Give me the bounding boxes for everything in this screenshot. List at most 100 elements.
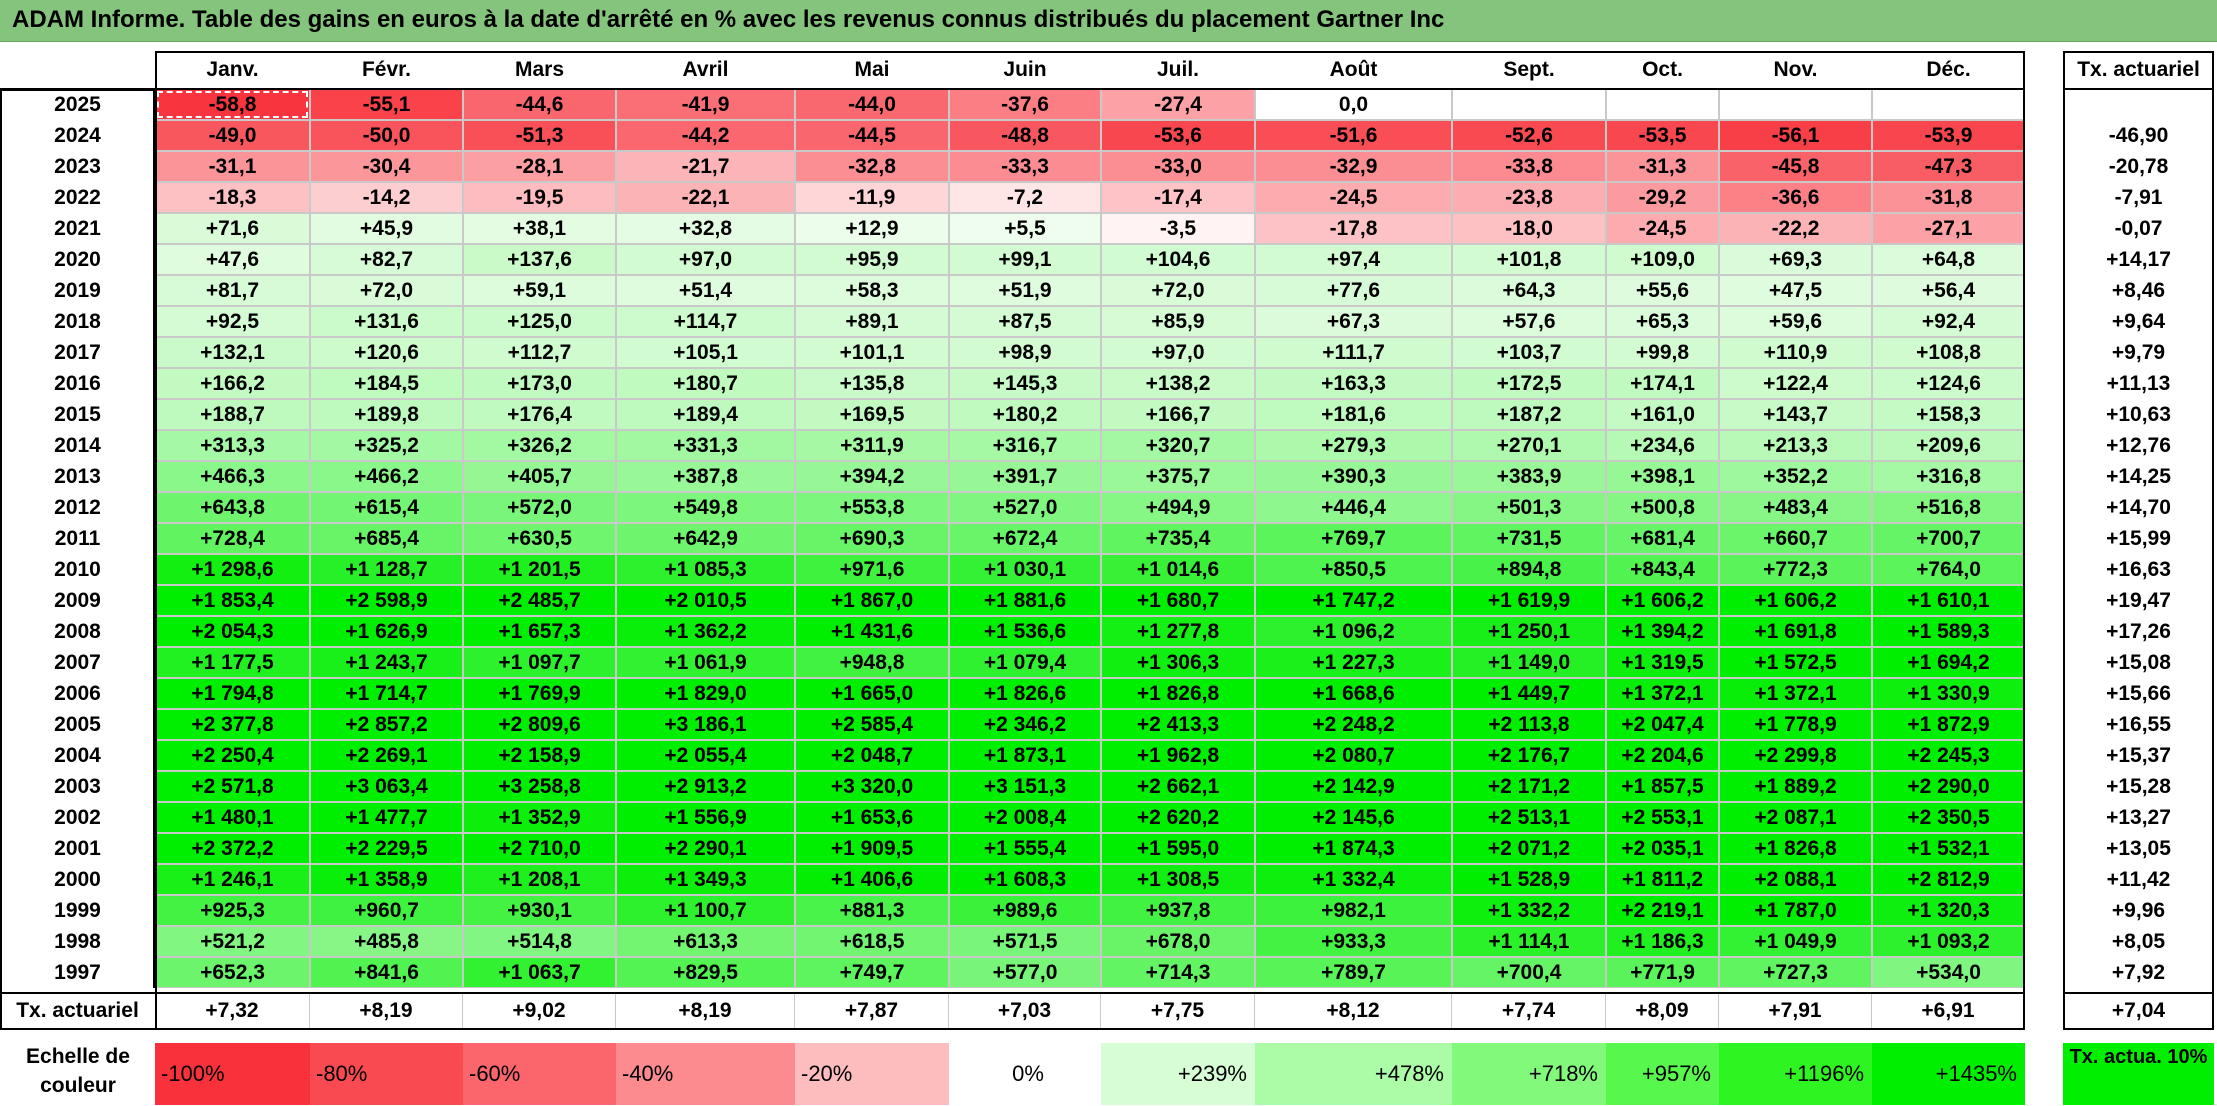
value-cell[interactable]: +1 061,9 — [616, 647, 795, 678]
value-cell[interactable]: +1 589,3 — [1872, 616, 2025, 647]
value-cell[interactable]: +1 250,1 — [1452, 616, 1606, 647]
value-cell[interactable]: +47,5 — [1719, 275, 1872, 306]
value-cell[interactable]: +681,4 — [1606, 523, 1719, 554]
value-cell[interactable]: -31,8 — [1872, 182, 2025, 213]
value-cell[interactable]: +1 096,2 — [1255, 616, 1452, 647]
value-cell[interactable]: +1 829,0 — [616, 678, 795, 709]
value-cell[interactable]: +1 889,2 — [1719, 771, 1872, 802]
value-cell[interactable]: +2 047,4 — [1606, 709, 1719, 740]
value-cell[interactable]: +1 826,8 — [1101, 678, 1255, 709]
value-cell[interactable]: +172,5 — [1452, 368, 1606, 399]
value-cell[interactable]: +1 208,1 — [463, 864, 616, 895]
value-cell[interactable]: -14,2 — [310, 182, 463, 213]
value-cell[interactable]: +534,0 — [1872, 957, 2025, 988]
value-cell[interactable]: +279,3 — [1255, 430, 1452, 461]
value-cell[interactable]: +1 536,6 — [949, 616, 1101, 647]
value-cell[interactable]: +727,3 — [1719, 957, 1872, 988]
value-cell[interactable]: +352,2 — [1719, 461, 1872, 492]
value-cell[interactable]: +181,6 — [1255, 399, 1452, 430]
value-cell[interactable]: +326,2 — [463, 430, 616, 461]
value-cell[interactable]: +398,1 — [1606, 461, 1719, 492]
value-cell[interactable]: +1 477,7 — [310, 802, 463, 833]
value-cell[interactable]: -33,8 — [1452, 151, 1606, 182]
value-cell[interactable]: +320,7 — [1101, 430, 1255, 461]
value-cell[interactable]: +2 088,1 — [1719, 864, 1872, 895]
value-cell[interactable]: +180,7 — [616, 368, 795, 399]
value-cell[interactable]: +678,0 — [1101, 926, 1255, 957]
value-cell[interactable]: +572,0 — [463, 492, 616, 523]
value-cell[interactable]: +789,7 — [1255, 957, 1452, 988]
value-cell[interactable]: +145,3 — [949, 368, 1101, 399]
value-cell[interactable]: +1 372,1 — [1719, 678, 1872, 709]
value-cell[interactable]: +1 100,7 — [616, 895, 795, 926]
value-cell[interactable]: +105,1 — [616, 337, 795, 368]
value-cell[interactable]: +1 449,7 — [1452, 678, 1606, 709]
value-cell[interactable]: +45,9 — [310, 213, 463, 244]
value-cell[interactable]: +1 372,1 — [1606, 678, 1719, 709]
value-cell[interactable]: +114,7 — [616, 306, 795, 337]
value-cell[interactable]: +971,6 — [795, 554, 949, 585]
value-cell[interactable]: +110,9 — [1719, 337, 1872, 368]
value-cell[interactable]: +112,7 — [463, 337, 616, 368]
value-cell[interactable]: -33,3 — [949, 151, 1101, 182]
value-cell[interactable]: +391,7 — [949, 461, 1101, 492]
value-cell[interactable]: +2 008,4 — [949, 802, 1101, 833]
value-cell[interactable]: +234,6 — [1606, 430, 1719, 461]
value-cell[interactable]: +38,1 — [463, 213, 616, 244]
value-cell[interactable]: +516,8 — [1872, 492, 2025, 523]
value-cell[interactable]: +2 250,4 — [155, 740, 310, 771]
value-cell[interactable]: +1 093,2 — [1872, 926, 2025, 957]
value-cell[interactable]: +98,9 — [949, 337, 1101, 368]
value-cell[interactable]: +1 358,9 — [310, 864, 463, 895]
value-cell[interactable]: +2 145,6 — [1255, 802, 1452, 833]
value-cell[interactable]: -56,1 — [1719, 120, 1872, 151]
value-cell[interactable]: +1 114,1 — [1452, 926, 1606, 957]
value-cell[interactable]: -51,3 — [463, 120, 616, 151]
value-cell[interactable]: +65,3 — [1606, 306, 1719, 337]
value-cell[interactable]: +1 014,6 — [1101, 554, 1255, 585]
value-cell[interactable]: +12,9 — [795, 213, 949, 244]
value-cell[interactable]: +466,3 — [155, 461, 310, 492]
value-cell[interactable]: +618,5 — [795, 926, 949, 957]
value-cell[interactable]: +1 149,0 — [1452, 647, 1606, 678]
value-cell[interactable]: +109,0 — [1606, 244, 1719, 275]
value-cell[interactable]: +630,5 — [463, 523, 616, 554]
value-cell[interactable]: -32,9 — [1255, 151, 1452, 182]
value-cell[interactable]: +2 571,8 — [155, 771, 310, 802]
value-cell[interactable]: +514,8 — [463, 926, 616, 957]
value-cell[interactable]: +2 372,2 — [155, 833, 310, 864]
value-cell[interactable]: +47,6 — [155, 244, 310, 275]
value-cell[interactable]: -30,4 — [310, 151, 463, 182]
value-cell[interactable]: +841,6 — [310, 957, 463, 988]
value-cell[interactable]: +1 201,5 — [463, 554, 616, 585]
value-cell[interactable]: +643,8 — [155, 492, 310, 523]
value-cell[interactable]: +55,6 — [1606, 275, 1719, 306]
value-cell[interactable]: +387,8 — [616, 461, 795, 492]
value-cell[interactable]: -29,2 — [1606, 182, 1719, 213]
value-cell[interactable]: +67,3 — [1255, 306, 1452, 337]
value-cell[interactable]: +64,8 — [1872, 244, 2025, 275]
value-cell[interactable]: +1 606,2 — [1719, 585, 1872, 616]
value-cell[interactable]: +446,4 — [1255, 492, 1452, 523]
value-cell[interactable]: -47,3 — [1872, 151, 2025, 182]
value-cell[interactable]: +3 258,8 — [463, 771, 616, 802]
value-cell[interactable]: +925,3 — [155, 895, 310, 926]
value-cell[interactable]: +1 319,5 — [1606, 647, 1719, 678]
value-cell[interactable]: +672,4 — [949, 523, 1101, 554]
value-cell[interactable]: -44,2 — [616, 120, 795, 151]
value-cell[interactable]: +108,8 — [1872, 337, 2025, 368]
value-cell[interactable]: +3 186,1 — [616, 709, 795, 740]
value-cell[interactable]: +64,3 — [1452, 275, 1606, 306]
value-cell[interactable]: +937,8 — [1101, 895, 1255, 926]
value-cell[interactable]: +577,0 — [949, 957, 1101, 988]
value-cell[interactable]: +571,5 — [949, 926, 1101, 957]
value-cell[interactable]: +850,5 — [1255, 554, 1452, 585]
value-cell[interactable]: -36,6 — [1719, 182, 1872, 213]
value-cell[interactable]: +1 243,7 — [310, 647, 463, 678]
value-cell[interactable]: +1 532,1 — [1872, 833, 2025, 864]
value-cell[interactable]: +166,7 — [1101, 399, 1255, 430]
value-cell[interactable] — [1719, 89, 1872, 120]
value-cell[interactable]: +960,7 — [310, 895, 463, 926]
value-cell[interactable]: -44,6 — [463, 89, 616, 120]
value-cell[interactable]: +613,3 — [616, 926, 795, 957]
